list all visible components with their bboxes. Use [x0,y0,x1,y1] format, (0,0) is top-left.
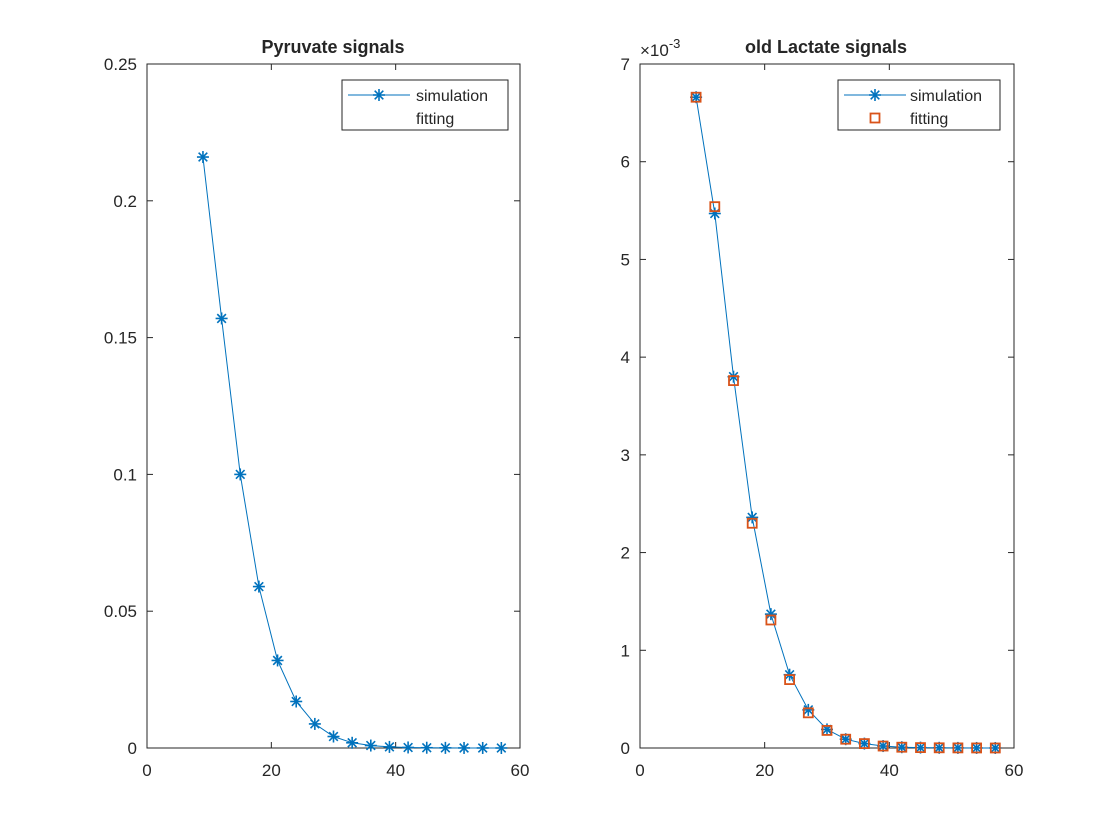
legend-simulation-symbol [844,89,906,101]
y-tick-label: 6 [621,153,630,172]
series-simulation [196,151,508,754]
pyruvate-chart: Pyruvate signals 0 20 40 6000.050.10.150.20… [104,37,530,780]
chart-title: Pyruvate signals [261,37,404,57]
data-point [915,742,926,754]
legend-marker [373,89,385,101]
data-point [196,151,209,164]
x-tick-label: 60 [1005,761,1024,780]
data-point [784,674,795,685]
y-tick-label: 5 [621,250,630,269]
x-tick-label: 40 [880,761,899,780]
y-tick-label: 2 [621,544,630,563]
data-point [821,725,833,736]
data-point [476,741,489,754]
data-point [364,739,377,752]
data-point [308,717,321,730]
y-tick-label: 0.2 [113,192,137,211]
plot-area: 0 20 40 60 0 0.05 0.1 0.15 0.2 0.25 [104,55,530,780]
data-point [933,742,945,754]
lactate-chart: old Lactate signals ×10-3 0 20 40 60 0 1 2 3 4 5 6… [621,36,1024,780]
x-tick-label: 40 [386,761,405,780]
data-point [746,511,759,524]
data-point [383,740,396,753]
y-tick-label: 0.1 [113,465,137,484]
data-point [802,707,814,719]
y-tick-label: 4 [621,348,630,367]
legend-fitting-label: fitting [910,111,948,128]
legend: simulation fitting [837,79,1001,131]
y-exponent-label: ×10-3 [640,36,680,60]
data-point [420,741,433,754]
x-tick-label: 20 [755,761,774,780]
x-tick-label: 0 [635,761,644,780]
y-exponent-base: ×10 [640,41,669,60]
data-point [439,741,452,754]
data-point [252,580,265,593]
data-point [746,517,758,529]
data-point [971,742,982,754]
axes-box [146,63,521,749]
data-point [458,741,471,754]
data-point [765,614,777,626]
data-point [840,733,852,745]
data-point [952,742,964,754]
data-point [859,738,870,750]
data-point [877,740,889,752]
legend-box [341,79,509,131]
x-tick-label: 0 [142,761,151,780]
legend-box [837,79,1001,131]
legend-simulation-label: simulation [416,88,488,105]
y-tick-label: 7 [621,55,630,74]
legend-fitting-label: fitting [416,111,454,128]
legend-simulation-symbol [348,89,410,101]
y-tick-label: 3 [621,446,630,465]
plot-area: 0 20 40 60 0 1 2 3 4 5 6 7 [621,55,1024,780]
legend-simulation-label: simulation [910,88,982,105]
legend-fitting-symbol [869,112,881,124]
y-exponent-power: -3 [669,36,681,51]
data-point [271,654,284,667]
data-point [764,608,777,621]
axes-box [639,63,1015,749]
data-point [989,742,1001,754]
data-point [728,375,739,386]
data-point [346,736,359,749]
data-point [690,91,702,103]
y-tick-label: 1 [621,641,630,660]
y-tick-label: 0.15 [104,329,137,348]
series-fitting [690,91,1001,754]
data-point [709,201,721,213]
legend: simulation fitting [341,79,509,131]
legend-marker [869,112,881,124]
y-tick-label: 0 [128,739,137,758]
y-tick-label: 0.25 [104,55,137,74]
data-point [234,468,247,481]
data-point [327,730,340,743]
data-point [495,741,508,754]
y-tick-label: 0 [621,739,630,758]
data-point [402,741,415,754]
x-tick-label: 60 [511,761,530,780]
chart-title: old Lactate signals [745,37,907,57]
data-point [290,695,303,708]
y-tick-label: 0.05 [104,602,137,621]
data-point [896,741,908,753]
data-point [215,312,228,325]
legend-marker [869,89,881,101]
x-tick-label: 20 [262,761,281,780]
